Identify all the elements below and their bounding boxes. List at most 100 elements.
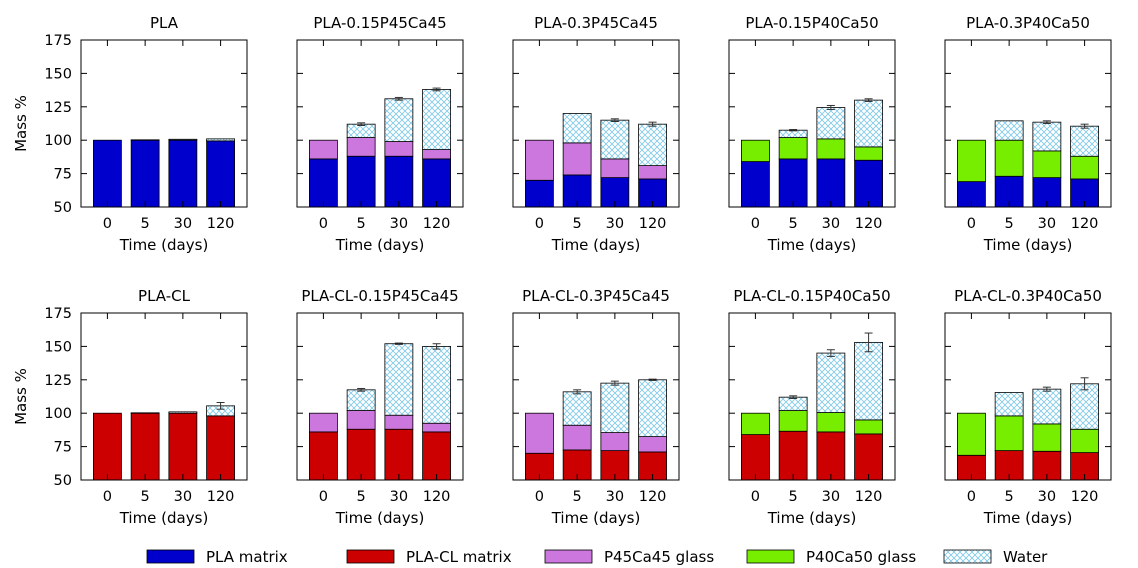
bar-segment: P40Ca50 glass 0: 31.5 [957,412,986,456]
bar-segment: P40Ca50 glass 5: 16 [778,137,808,160]
bars: PLA-CL matrix 0: 100 PLA-CL matrix 5: 100… [93,402,235,481]
panel-title: PLA-0.15P40Ca50 [745,14,878,32]
bar-segment: P40Ca50 glass 30: 20 [1032,150,1062,179]
bar-segment: PLA-CL matrix 30: 88 [384,428,414,481]
x-tick-label: 5 [789,216,798,232]
panel: PLA-0.15P40Ca50PLA matrix 0: 84P40Ca50 g… [728,14,896,254]
bar-segment: PLA-CL matrix 0: 84 [741,434,770,481]
x-tick-label: 5 [141,216,150,232]
bar-segment: PLA-CL matrix 30: 100 [168,412,198,481]
error-bar [357,122,366,127]
x-tick-label: 5 [141,489,150,505]
panel-title: PLA-0.15P45Ca45 [313,14,446,32]
bar-segment: Water 5: 15.5 [346,389,376,411]
x-tick-label: 120 [639,216,667,232]
bar-segment: P45Ca45 glass 5: 18.5 [562,424,592,451]
panel: PLA-0.15P45Ca45 PLA matrix 0: 86P45Ca45 g… [296,14,464,254]
x-tick-label: 120 [1071,489,1099,505]
panel: PLA-CL-0.3P40Ca50 PLA-CL matrix 0: 68.5P4… [944,287,1112,527]
bar-segment: Water 120: 45 [422,89,451,150]
x-tick-label: 5 [573,216,582,232]
panel-title: PLA-CL-0.3P40Ca50 [954,287,1102,305]
panel-title: PLA-0.3P40Ca50 [966,14,1090,32]
error-bar [1042,386,1051,392]
bar-segment: Water 30: 29 [600,119,630,160]
panel: PLA-CL-0.15P45Ca45PLA-CL matrix 0: 86P45… [296,287,464,527]
x-tick-label: 0 [535,216,544,232]
x-axis-label: Time (days) [983,236,1073,254]
x-tick-label: 5 [357,216,366,232]
legend-label: Water [1003,548,1048,566]
panel-grid: PLA PLA matrix 0: 100 PLA matrix 5: 100 Wat… [12,14,1112,527]
legend-item: PLA-CL matrix [346,548,512,566]
bar-segment: P45Ca45 glass 5: 14 [346,410,376,430]
bar-segment: Water 120: 1.5 [206,138,235,142]
x-tick-label: 120 [423,489,451,505]
bar-segment: PLA-CL matrix 5: 88 [346,428,376,481]
error-bar [864,98,873,102]
x-axis-label: Time (days) [767,509,857,527]
legend-item: P40Ca50 glass [746,548,916,566]
bar-segment: PLA matrix 5: 86 [778,158,808,208]
bar-segment: P45Ca45 glass 5: 24 [562,142,592,176]
x-axis-label: Time (days) [551,236,641,254]
error-bar [1080,377,1089,391]
bar-segment: P45Ca45 glass 120: 10 [638,165,667,180]
legend-swatch [943,549,992,564]
bar-segment: PLA-CL matrix 120: 98 [206,415,235,481]
x-axis-label: Time (days) [335,236,425,254]
x-tick-label: 30 [174,489,192,505]
bar-segment: Water 120: 31 [638,123,667,166]
error-bar [573,389,582,395]
y-tick-label: 100 [44,133,72,149]
bar-segment: PLA matrix 5: 88 [346,155,376,208]
legend-label: PLA matrix [206,548,288,566]
x-tick-label: 0 [103,216,112,232]
legend-item: P45Ca45 glass [544,548,714,566]
plot-frame [728,39,896,208]
bar-segment: Water 5: 25 [562,391,592,426]
legend-item: PLA matrix [146,548,288,566]
bar-segment: PLA-CL matrix 0: 100 [93,412,122,481]
bar-segment: P40Ca50 glass 120: 10 [854,146,883,161]
x-axis-label: Time (days) [551,509,641,527]
bar-segment: P45Ca45 glass 120: 11.5 [638,436,667,453]
x-tick-label: 120 [639,489,667,505]
panel-title: PLA-CL-0.15P40Ca50 [733,287,890,305]
panel-title: PLA-CL [138,287,191,305]
y-tick-label: 175 [44,33,72,49]
bars: PLA-CL matrix 0: 84P40Ca50 glass 0: 16 PL… [741,332,883,481]
bars: PLA matrix 0: 86P45Ca45 glass 0: 14 PLA m… [309,87,451,208]
bar-segment: Water 5: 10 [346,123,376,138]
bar-segment: PLA-CL matrix 5: 86.5 [778,430,808,481]
error-bar [826,349,835,357]
bar-segment: PLA matrix 120: 85 [854,159,883,208]
bar-segment: PLA matrix 0: 100 [93,139,122,208]
legend-label: PLA-CL matrix [406,548,512,566]
x-tick-label: 0 [751,489,760,505]
bar-segment: P40Ca50 glass 0: 31 [957,139,986,183]
legend-swatch [346,549,395,564]
bar-segment: PLA matrix 120: 86 [422,158,451,208]
x-tick-label: 30 [822,489,840,505]
bar-segment: Water 120: 35 [854,99,883,148]
bar-segment: P45Ca45 glass 0: 14 [309,139,338,160]
y-tick-label: 125 [44,373,72,389]
legend-label: P45Ca45 glass [604,548,714,566]
legend-swatch [746,549,795,564]
bar-segment: PLA matrix 5: 100 [130,139,160,208]
bar-segment: P40Ca50 glass 0: 16 [741,139,770,162]
bar-segment: Water 30: 32 [384,98,414,142]
bar-segment: Water 5: 22 [562,113,592,144]
bar-segment: PLA matrix 0: 86 [309,158,338,208]
x-axis-label: Time (days) [119,509,209,527]
bars: PLA-CL matrix 0: 68.5P40Ca50 glass 0: 31… [957,377,1099,481]
plot-frame [512,39,680,208]
bar-segment: Water 120: 22.5 [1070,125,1099,157]
bar-segment: Water 30: 21.5 [1032,121,1062,152]
x-axis-label: Time (days) [983,509,1073,527]
error-bar [357,387,366,392]
error-bar [864,332,873,353]
x-tick-label: 5 [1005,216,1014,232]
